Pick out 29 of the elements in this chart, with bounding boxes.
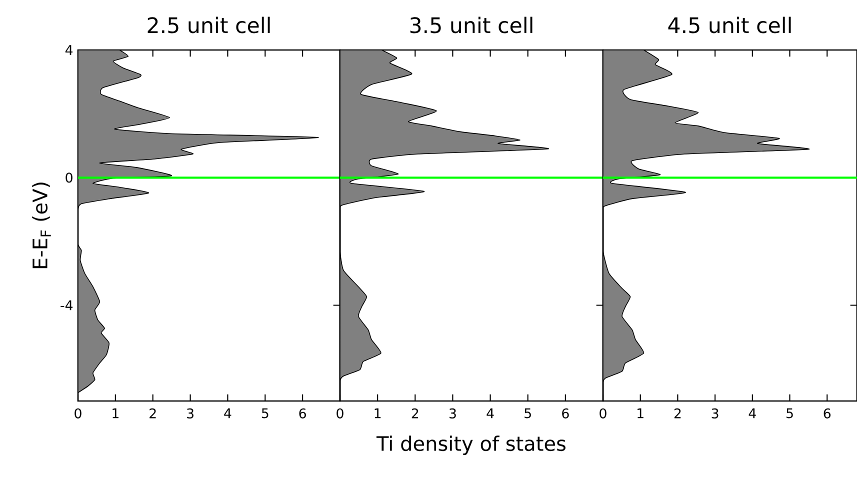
y-tick-label: -4 xyxy=(60,300,73,310)
x-tick-label: 0 xyxy=(74,408,82,418)
chart-title: 4.5 unit cell xyxy=(668,16,791,34)
x-tick-label: 5 xyxy=(524,408,531,418)
chart-title: 2.5 unit cell xyxy=(148,16,270,34)
x-tick-label: 2 xyxy=(412,408,418,418)
y-axis-title: E-E$_{F}$ (eV) xyxy=(32,182,51,268)
x-tick-label: 4 xyxy=(486,408,494,418)
x-tick-label: 6 xyxy=(824,408,831,418)
x-tick-label: 0 xyxy=(600,408,606,418)
x-tick-label: 2 xyxy=(674,408,681,418)
x-tick-label: 1 xyxy=(374,408,381,418)
x-tick-label: 5 xyxy=(262,408,268,418)
x-tick-label: 1 xyxy=(638,408,644,418)
x-tick-label: 3 xyxy=(450,408,456,418)
x-tick-label: 0 xyxy=(336,408,344,418)
x-tick-label: 2 xyxy=(150,408,156,418)
x-tick-label: 5 xyxy=(786,408,793,418)
x-tick-label: 3 xyxy=(712,408,718,418)
x-tick-label: 6 xyxy=(562,408,569,418)
x-tick-label: 4 xyxy=(224,408,232,418)
chart-title: 3.5 unit cell xyxy=(410,16,532,34)
x-tick-label: 3 xyxy=(187,408,194,418)
x-tick-label: 6 xyxy=(299,408,306,418)
x-axis-title: Ti density of states xyxy=(376,436,566,455)
y-tick-label: 4 xyxy=(65,45,73,55)
x-tick-label: 4 xyxy=(748,408,756,418)
x-tick-label: 1 xyxy=(112,408,118,418)
y-tick-label: 0 xyxy=(66,172,72,183)
